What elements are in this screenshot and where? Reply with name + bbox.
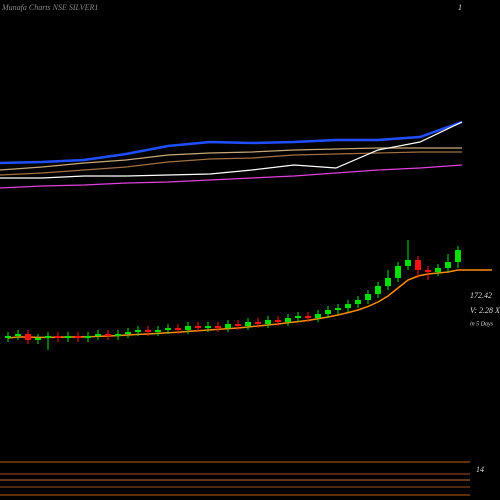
candle-body — [155, 330, 161, 332]
candle-body — [245, 322, 251, 326]
candle-body — [115, 334, 121, 336]
candle-body — [185, 326, 191, 330]
candle-body — [445, 262, 451, 268]
period-label: in 5 Days — [470, 321, 494, 327]
candle-body — [455, 250, 461, 262]
bottom-levels — [0, 461, 470, 496]
candle-body — [365, 294, 371, 300]
candle-body — [425, 270, 431, 272]
candle-body — [95, 334, 101, 336]
candle-body — [205, 326, 211, 328]
candle-body — [235, 324, 241, 326]
candle-body — [395, 266, 401, 278]
candle-body — [225, 324, 231, 328]
candle-body — [255, 322, 261, 324]
indicator-line — [0, 164, 463, 189]
candle-body — [15, 334, 21, 336]
moving-average — [7, 269, 459, 339]
candle-body — [35, 338, 41, 340]
candle-body — [285, 318, 291, 322]
candle-body — [345, 304, 351, 308]
price-label: 172.42 — [470, 291, 492, 300]
candle-body — [135, 330, 141, 332]
corner-label: 1 — [458, 3, 462, 12]
candle-body — [175, 328, 181, 330]
bottom-label: 14 — [476, 465, 484, 474]
candle-body — [55, 336, 61, 338]
candle-body — [25, 334, 31, 340]
chart-title: Munafa Charts NSE SILVER1 — [1, 3, 98, 12]
candle-body — [85, 336, 91, 338]
candle-body — [125, 332, 131, 334]
candle-body — [355, 300, 361, 304]
candle-body — [105, 334, 111, 336]
candle-body — [145, 330, 151, 332]
candle-body — [165, 328, 171, 330]
volume-label: V: 2.28 X — [470, 306, 500, 315]
candle-body — [215, 326, 221, 328]
candle-body — [5, 336, 11, 338]
candle-body — [335, 308, 341, 310]
candle-body — [65, 336, 71, 338]
indicator-line — [0, 147, 462, 171]
indicator-line — [0, 151, 462, 176]
candle-body — [75, 336, 81, 338]
candle-body — [375, 286, 381, 294]
candle-body — [385, 278, 391, 286]
candle-body — [305, 316, 311, 318]
candle-body — [325, 310, 331, 314]
indicator-line — [0, 120, 463, 165]
candle-body — [275, 320, 281, 322]
candle-body — [405, 260, 411, 266]
candle-body — [315, 314, 321, 318]
candle-body — [415, 260, 421, 270]
indicator-line — [0, 121, 463, 179]
candle-body — [195, 326, 201, 328]
candle-body — [435, 268, 441, 272]
candle-body — [295, 316, 301, 318]
candle-body — [265, 320, 271, 324]
candle-body — [45, 336, 51, 338]
